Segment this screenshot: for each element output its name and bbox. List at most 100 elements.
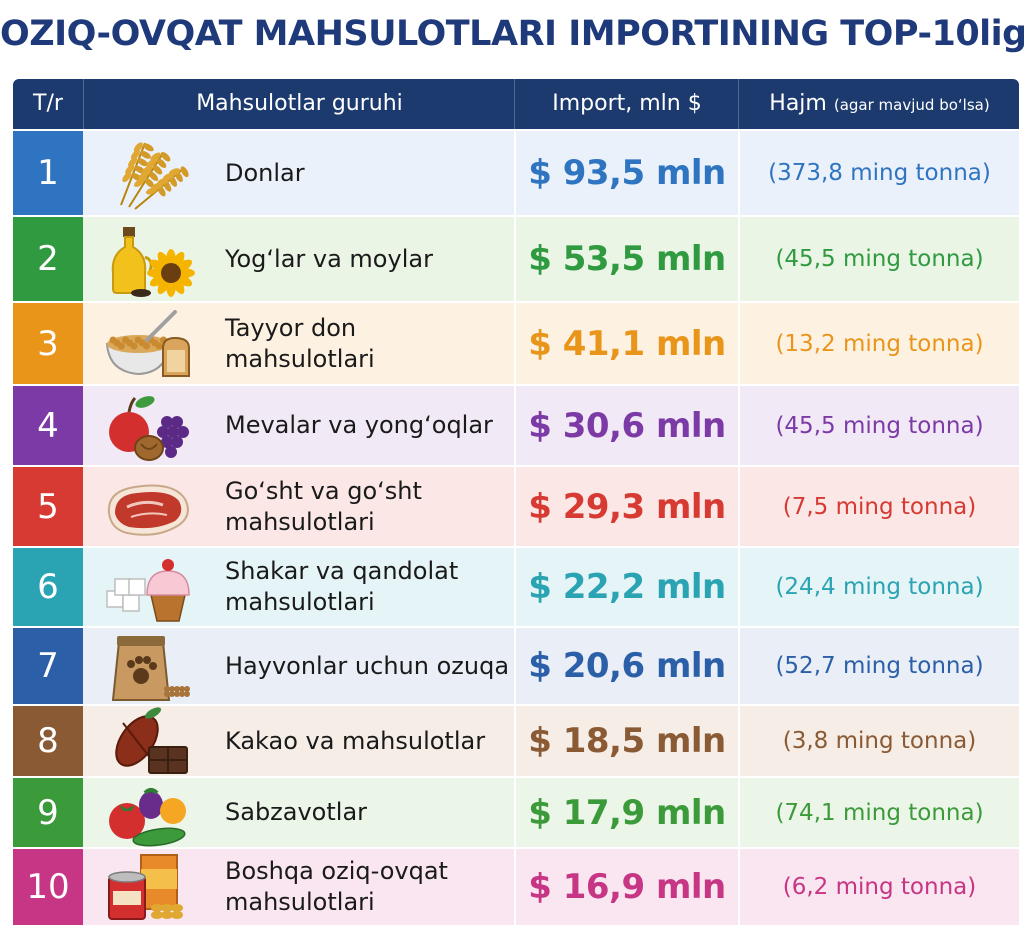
import-value: $ 30,6 mln — [528, 405, 726, 446]
table-row: 9 Sabzavotlar $ 17,9 mln (74,1 ming tonna) — [13, 778, 1019, 849]
rank-number: 7 — [13, 628, 83, 704]
table-row: 2 Yog‘lar va moylar $ 53,5 mln (45,5 ming t… — [13, 217, 1019, 303]
rank-number: 6 — [13, 548, 83, 626]
header-volume: Hajm (agar mavjud bo‘lsa) — [738, 79, 1020, 129]
rank-number: 9 — [13, 778, 83, 847]
product-group-name: Donlar — [225, 131, 515, 215]
column-divider — [738, 386, 740, 465]
product-group-name-line: mahsulotlari — [225, 588, 375, 616]
table-row: 5 Go‘sht va go‘sht mahsulotlari $ 29,3 mln (… — [13, 467, 1019, 548]
header-import: Import, mln $ — [514, 79, 739, 129]
header-rank: T/r — [33, 91, 63, 116]
table-row: 6 Shakar va qandolat mahsulotlari $ 22,2 ml… — [13, 548, 1019, 628]
vegetables-icon — [101, 775, 197, 851]
column-divider — [738, 131, 740, 215]
volume-value: (7,5 ming tonna) — [782, 493, 977, 520]
volume-value: (13,2 ming tonna) — [775, 330, 984, 357]
import-value: $ 16,9 mln — [528, 867, 726, 907]
page-title: OZIQ-OVQAT MAHSULOTLARI IMPORTINING TOP-… — [0, 14, 1024, 54]
product-group-name: Shakar va qandolat mahsulotlari — [225, 548, 515, 626]
product-group-name: Boshqa oziq-ovqat mahsulotlari — [225, 849, 515, 925]
column-divider — [514, 131, 516, 215]
column-divider — [738, 628, 740, 704]
product-group-name-line: Yog‘lar va moylar — [225, 244, 433, 273]
cocoa-chocolate-icon — [101, 703, 197, 779]
rank-number: 1 — [13, 131, 83, 215]
table-header: T/r Mahsulotlar guruhi Import, mln $ Haj… — [13, 79, 1019, 129]
table-row: 10 Boshqa oziq-ovqat mahsulotlari $ 16,9 ml… — [13, 849, 1019, 927]
product-group-name: Hayvonlar uchun ozuqa — [225, 628, 515, 704]
table-row: 7 Hayvonlar uchun ozuqa $ 20,6 mln (52,7 mi… — [13, 628, 1019, 706]
canned-food-icon — [101, 849, 197, 925]
column-divider — [514, 217, 516, 301]
volume-value: (52,7 ming tonna) — [775, 653, 984, 679]
product-group-name-line: Go‘sht va go‘sht — [225, 476, 422, 505]
header-volume-note: (agar mavjud bo‘lsa) — [833, 96, 990, 114]
rank-number: 10 — [13, 849, 83, 925]
column-divider — [514, 706, 516, 776]
column-divider — [738, 548, 740, 626]
product-group-name: Tayyor don mahsulotlari — [225, 303, 515, 384]
product-group-name-line: mahsulotlari — [225, 888, 375, 916]
column-divider — [514, 386, 516, 465]
product-group-name: Kakao va mahsulotlar — [225, 706, 515, 776]
rank-number: 8 — [13, 706, 83, 776]
oil-bottle-sunflower-icon — [101, 221, 197, 297]
column-divider — [514, 548, 516, 626]
column-divider — [738, 849, 740, 925]
import-value: $ 41,1 mln — [528, 323, 726, 364]
column-divider — [514, 849, 516, 925]
table-row: 4 Mevalar va yong‘oqlar $ 30,6 mln (45,5 mi… — [13, 386, 1019, 467]
product-group-name-line: Boshqa oziq-ovqat — [225, 857, 448, 885]
table-row: 3 Tayyor don mahsulotlari $ 41,1 mln (13,2 m… — [13, 303, 1019, 386]
rank-number: 3 — [13, 303, 83, 384]
import-value: $ 93,5 mln — [528, 153, 726, 193]
volume-value: (373,8 ming tonna) — [768, 160, 991, 186]
product-group-name-line: mahsulotlari — [225, 344, 375, 373]
rank-number: 4 — [13, 386, 83, 465]
import-value: $ 17,9 mln — [528, 792, 726, 833]
cereal-bowl-bread-icon — [101, 306, 197, 382]
column-divider — [738, 217, 740, 301]
wheat-icon — [101, 135, 197, 211]
product-group-name-line: Hayvonlar uchun ozuqa — [225, 651, 510, 680]
table-row: 8 Kakao va mahsulotlar $ 18,5 mln (3,8 ming… — [13, 706, 1019, 778]
fruits-nuts-icon — [101, 388, 197, 464]
product-group-name-line: Kakao va mahsulotlar — [225, 726, 486, 755]
product-group-name: Sabzavotlar — [225, 778, 515, 847]
volume-value: (45,5 ming tonna) — [775, 246, 984, 272]
column-divider — [514, 628, 516, 704]
column-divider — [738, 778, 740, 847]
meat-steak-icon — [101, 469, 197, 545]
column-divider — [514, 467, 516, 546]
volume-value: (6,2 ming tonna) — [782, 874, 977, 900]
column-divider — [738, 467, 740, 546]
product-group-name-line: Sabzavotlar — [225, 798, 368, 826]
header-group: Mahsulotlar guruhi — [83, 79, 515, 129]
volume-value: (74,1 ming tonna) — [775, 799, 984, 826]
import-value: $ 29,3 mln — [528, 486, 726, 527]
table-row: 1 Donlar $ 93,5 mln (373,8 ming tonna) — [13, 131, 1019, 217]
product-group-name-line: Donlar — [225, 158, 305, 187]
header-volume-label: Hajm — [769, 91, 827, 116]
rank-number: 5 — [13, 467, 83, 546]
import-value: $ 53,5 mln — [528, 239, 726, 279]
rank-number: 2 — [13, 217, 83, 301]
sugar-cupcake-icon — [101, 549, 197, 625]
product-group-name-line: Tayyor don — [225, 313, 357, 342]
product-group-name-line: mahsulotlari — [225, 507, 375, 536]
product-group-name: Go‘sht va go‘sht mahsulotlari — [225, 467, 515, 546]
column-divider — [738, 303, 740, 384]
import-value: $ 20,6 mln — [528, 646, 726, 686]
import-value: $ 22,2 mln — [528, 567, 726, 607]
volume-value: (3,8 ming tonna) — [782, 728, 977, 754]
column-divider — [738, 706, 740, 776]
pet-food-bag-icon — [101, 628, 197, 704]
volume-value: (45,5 ming tonna) — [775, 412, 984, 439]
product-group-name: Mevalar va yong‘oqlar — [225, 386, 515, 465]
import-value: $ 18,5 mln — [528, 721, 726, 761]
product-group-name: Yog‘lar va moylar — [225, 217, 515, 301]
column-divider — [514, 778, 516, 847]
volume-value: (24,4 ming tonna) — [775, 574, 984, 600]
